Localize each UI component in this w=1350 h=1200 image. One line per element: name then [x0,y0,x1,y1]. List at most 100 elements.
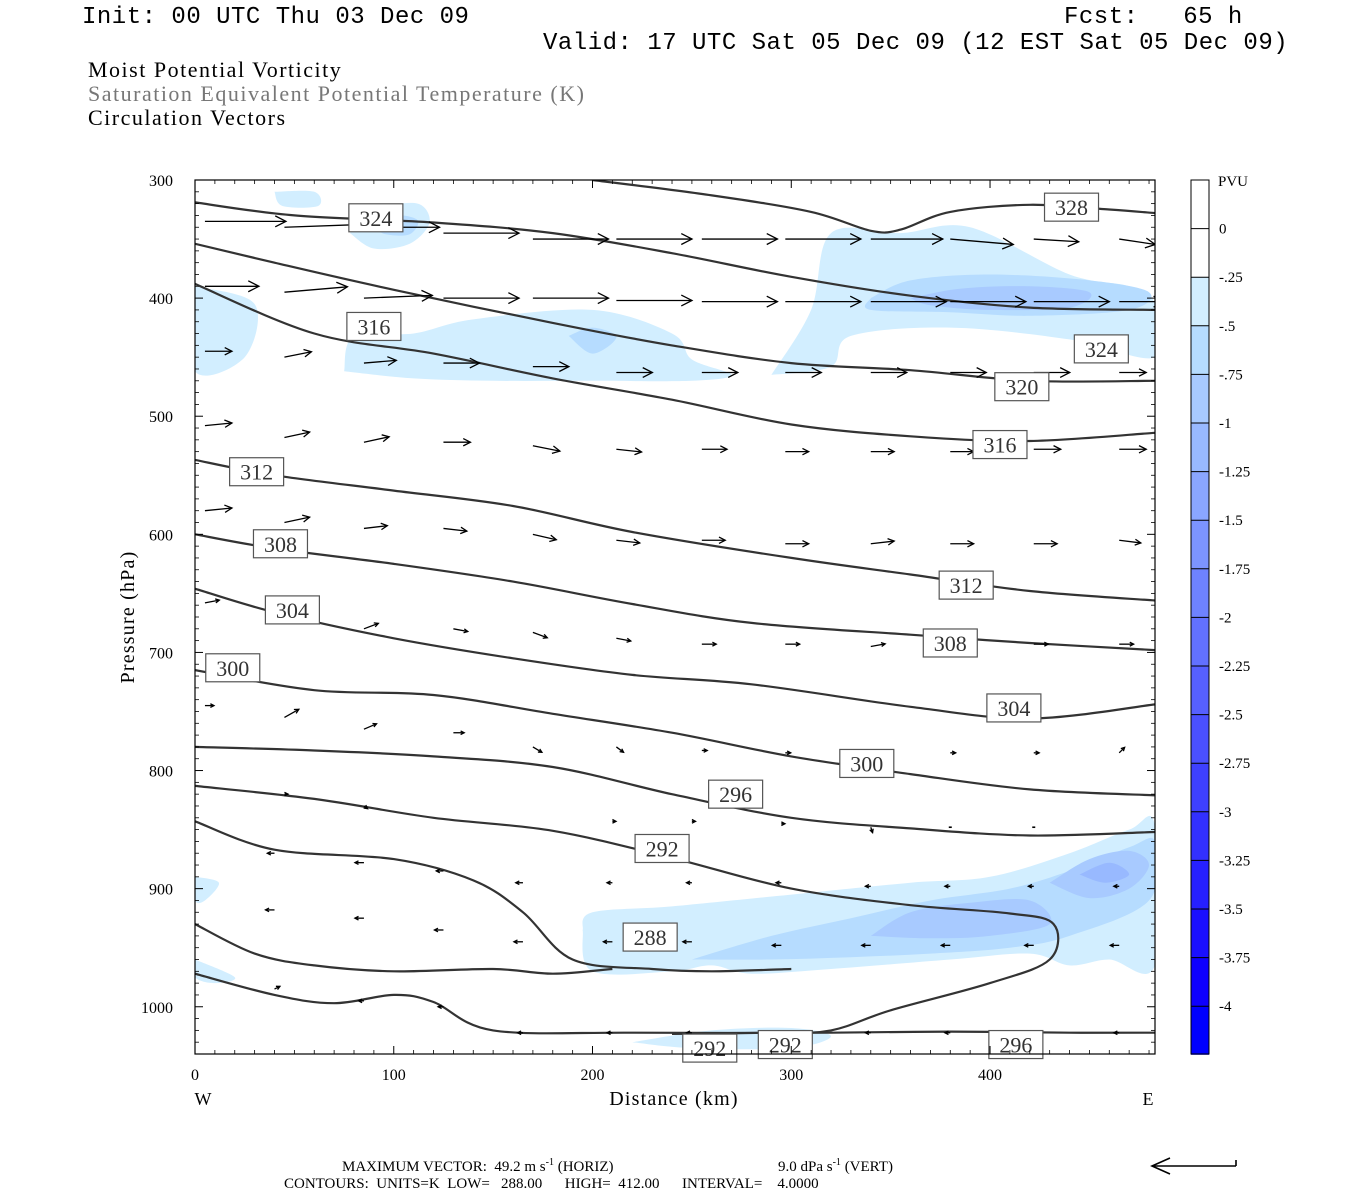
vector-head [770,942,777,948]
vector-shaft [615,746,624,753]
vector-shaft [363,294,433,299]
colorbar-band [1191,714,1209,764]
vector-arrow [870,233,945,246]
vector-head [433,927,439,933]
contour-label-text: 296 [719,782,752,807]
vector-shaft [443,527,467,532]
contour-label-text: 328 [1055,195,1088,220]
colorbar-label: -3.75 [1219,951,1250,967]
vector-shaft [870,643,886,648]
vector-arrow [204,504,234,513]
contour-label: 324 [1073,334,1129,364]
contour-label: 316 [346,311,402,342]
x-end-label-west: W [195,1089,212,1109]
pv-region [344,309,732,382]
vector-shaft [284,516,310,524]
vector-arrow [284,514,312,524]
contour-label-box [622,922,678,952]
colorbar-band [1191,374,1209,423]
vector-shaft [950,238,1014,246]
vector-head [224,504,234,513]
vector-head [681,939,687,945]
y-axis-label: Pressure (hPa) [117,551,139,684]
y-tick-label: 900 [149,882,173,899]
contours-note: CONTOURS: UNITS=K LOW= 288.00 HIGH= 412.… [284,1176,819,1192]
vector-arrow [701,641,718,647]
vector-arrow [1033,235,1081,248]
vector-head [766,295,779,308]
vector-head [302,514,312,523]
vector-head [634,447,643,456]
vector-arrow [1118,746,1126,754]
colorbar-label: -3 [1219,805,1232,821]
vector-head [224,347,234,356]
vector-arrow [363,289,434,302]
vector-shaft [284,431,310,439]
vector-head [434,868,441,874]
vector-head [727,367,740,378]
contour-label-text: 296 [999,1033,1032,1058]
vector-arrow [1023,942,1034,948]
vector-head [428,221,441,234]
vector-arrow [701,536,727,544]
vertical-vector-note: 9.0 dPa s-1 (VERT) [778,1157,893,1175]
colorbar-band [1191,325,1209,375]
vector-head [795,641,802,647]
y-tick-label: 500 [149,409,173,426]
colorbar-band [1191,568,1209,618]
forecast-hour: Fcst: 65 h [1064,4,1243,31]
vector-head [612,818,618,824]
x-tick-label: 400 [978,1067,1002,1084]
vector-head [516,1030,522,1036]
contour-label: 300 [205,653,261,683]
vector-arrow [616,367,654,378]
x-tick-label: 200 [581,1067,605,1084]
contour-label-box [682,1033,738,1063]
title-pv: Moist Potential Vorticity [88,57,343,82]
vector-arrow [870,537,896,546]
vector-arrow [443,357,481,369]
vector-head [1067,235,1081,248]
vector-head [802,447,811,456]
contour-label: 328 [1043,192,1100,222]
pv-region [1079,862,1130,883]
vector-arrow [532,746,544,754]
vector-shaft [616,637,631,642]
circulation-vectors [204,215,1155,1036]
vector-arrow [601,939,613,945]
vector-arrow [616,538,642,547]
vector-arrow [363,522,389,531]
vector-arrow [363,804,369,810]
vector-arrow [785,295,863,308]
vector-arrow [363,622,380,630]
contour-label-text: 324 [1085,337,1118,362]
contour-label: 308 [922,628,978,658]
isentrope-296 [195,972,1155,1035]
vector-arrow [443,292,521,305]
colorbar-label: -2.25 [1219,659,1250,675]
vector-head [1035,750,1041,756]
vector-head [605,880,611,886]
vector-arrow [516,1030,523,1036]
vector-head [469,357,481,369]
vector-head [802,540,811,548]
colorbar-label: -1.25 [1219,465,1250,481]
vector-head [275,985,282,990]
vector-head [712,641,718,647]
vector-head [1112,1030,1118,1036]
vector-arrow [1119,295,1155,308]
vector-arrow [1119,445,1148,454]
colorbar-label: -1.75 [1219,562,1250,578]
vector-arrow [616,233,694,246]
vector-head [512,939,518,945]
vector-arrow [353,860,364,866]
vector-head [508,292,521,305]
vector-head [1023,942,1029,948]
vector-arrow [433,927,444,933]
contour-label-text: 320 [1005,375,1038,400]
vector-arrow [436,1004,444,1010]
vector-arrow [869,827,874,834]
vector-arrow [434,868,444,874]
vector-head [459,526,469,535]
